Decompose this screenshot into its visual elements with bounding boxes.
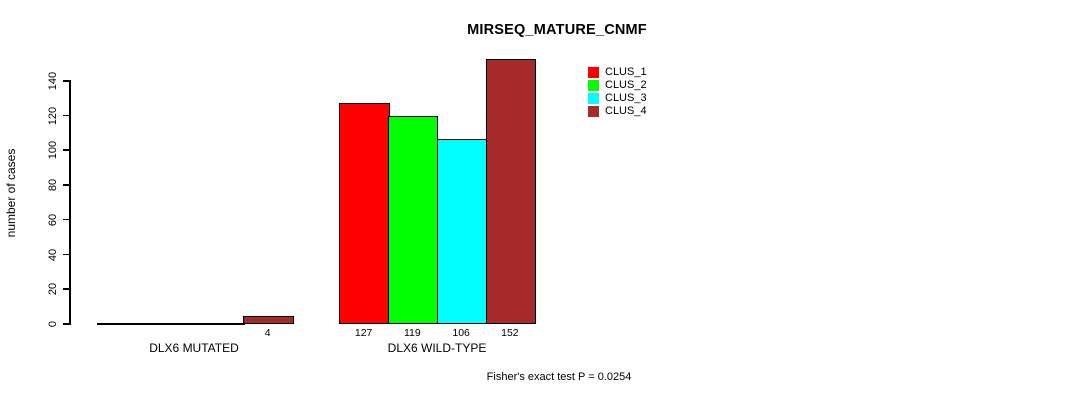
- group-label-dlx6-mutated: DLX6 MUTATED: [149, 341, 239, 355]
- y-tick-mark: [63, 114, 69, 117]
- y-axis-title: number of cases: [4, 148, 18, 238]
- y-tick-mark: [63, 149, 69, 151]
- fisher-test-annotation: Fisher's exact test P = 0.0254: [486, 371, 632, 383]
- legend-swatch-clus_4: [588, 106, 599, 117]
- legend-row-clus_1: CLUS_1: [588, 66, 647, 79]
- bar-clus_3-group2: [436, 139, 487, 325]
- y-tick-label: 80: [47, 179, 59, 192]
- bar-clus_4-group1: [243, 316, 294, 325]
- bar-value-label: 4: [264, 327, 271, 339]
- bar-value-label: 106: [452, 327, 470, 339]
- legend-label-clus_4: CLUS_4: [605, 105, 647, 117]
- y-tick-label: 140: [47, 71, 59, 91]
- bar-value-label: 127: [354, 327, 373, 339]
- y-tick-label: 20: [47, 283, 59, 296]
- y-tick-mark: [63, 253, 69, 256]
- y-tick-label: 40: [47, 248, 59, 261]
- legend-swatch-clus_2: [588, 80, 599, 91]
- y-axis-line: [69, 80, 71, 325]
- legend: CLUS_1 CLUS_2 CLUS_3 CLUS_4: [588, 66, 647, 118]
- y-tick-mark: [63, 323, 69, 325]
- bar-clus_4-group2: [485, 59, 536, 325]
- y-tick-label: 0: [47, 320, 59, 328]
- y-tick-label: 120: [47, 106, 59, 125]
- bar-clus_1-group2: [339, 102, 390, 325]
- bar-clus_2-group2: [388, 116, 439, 325]
- bar-value-label: 119: [404, 327, 421, 339]
- bar-clus_3-group1-zero: [194, 323, 245, 325]
- legend-label-clus_3: CLUS_3: [605, 92, 647, 104]
- y-tick-mark: [63, 184, 69, 186]
- bar-clus_2-group1-zero: [145, 323, 196, 325]
- legend-label-clus_2: CLUS_2: [605, 79, 647, 91]
- legend-row-clus_3: CLUS_3: [588, 92, 647, 105]
- legend-swatch-clus_1: [588, 67, 599, 78]
- group-label-dlx6-wild-type: DLX6 WILD-TYPE: [387, 341, 487, 355]
- legend-row-clus_4: CLUS_4: [588, 105, 647, 118]
- chart-title: MIRSEQ_MATURE_CNMF: [467, 22, 647, 38]
- legend-row-clus_2: CLUS_2: [588, 79, 647, 92]
- legend-label-clus_1: CLUS_1: [605, 66, 647, 78]
- bar-clus_1-group1-zero: [97, 323, 148, 325]
- y-tick-label: 60: [47, 213, 59, 226]
- y-tick-mark: [63, 80, 69, 82]
- bar-value-label: 152: [501, 327, 519, 339]
- y-tick-label: 100: [47, 141, 59, 160]
- legend-swatch-clus_3: [588, 93, 599, 104]
- y-tick-mark: [63, 218, 69, 221]
- y-tick-mark: [63, 288, 69, 290]
